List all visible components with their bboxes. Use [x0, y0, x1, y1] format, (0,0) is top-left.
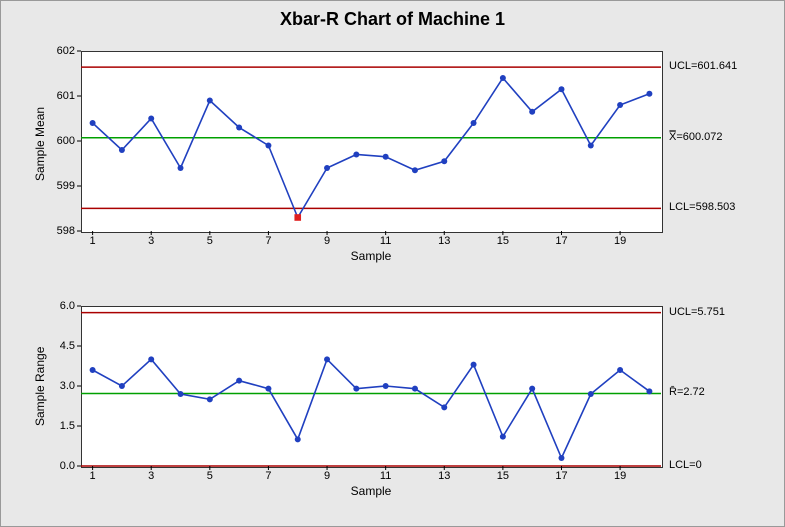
axis-tick: 3.0 — [60, 380, 75, 392]
axis-tick: 11 — [380, 470, 391, 482]
axis-tick: 17 — [555, 470, 567, 482]
axis-tick: 1 — [90, 470, 96, 482]
axis-tick: 5 — [207, 470, 213, 482]
axis-tick: 6.0 — [60, 300, 75, 312]
axis-tick: 19 — [614, 470, 626, 482]
axis-tick: 4.5 — [60, 340, 75, 352]
axis-tick: 7 — [265, 470, 271, 482]
axis-tick: 13 — [438, 470, 450, 482]
axis-tick: 602 — [57, 45, 75, 57]
axis-tick: 5 — [207, 235, 213, 247]
axis-tick: 599 — [57, 180, 75, 192]
axis-tick: 9 — [324, 235, 330, 247]
axis-tick: 1 — [90, 235, 96, 247]
axis-tick: 15 — [497, 235, 509, 247]
r-lcl-label: LCL=0 — [669, 459, 702, 471]
axis-tick: 598 — [57, 225, 75, 237]
r-ucl-label: UCL=5.751 — [669, 306, 725, 318]
axis-tick: 600 — [57, 135, 75, 147]
r-center-label: R̄=2.72 — [669, 386, 705, 398]
axis-tick: 11 — [380, 235, 391, 247]
axis-tick: 7 — [265, 235, 271, 247]
axis-tick: 15 — [497, 470, 509, 482]
axis-tick: 3 — [148, 235, 154, 247]
axis-tick: 19 — [614, 235, 626, 247]
r-x-axis-label: Sample — [81, 484, 661, 498]
axis-tick: 0.0 — [60, 460, 75, 472]
axis-tick: 13 — [438, 235, 450, 247]
axis-tick: 9 — [324, 470, 330, 482]
axis-tick: 17 — [555, 235, 567, 247]
axis-tick: 3 — [148, 470, 154, 482]
r-svg — [1, 1, 785, 527]
chart-container: Xbar-R Chart of Machine 1 Sample Mean Sa… — [0, 0, 785, 527]
axis-tick: 601 — [57, 90, 75, 102]
axis-tick: 1.5 — [60, 420, 75, 432]
